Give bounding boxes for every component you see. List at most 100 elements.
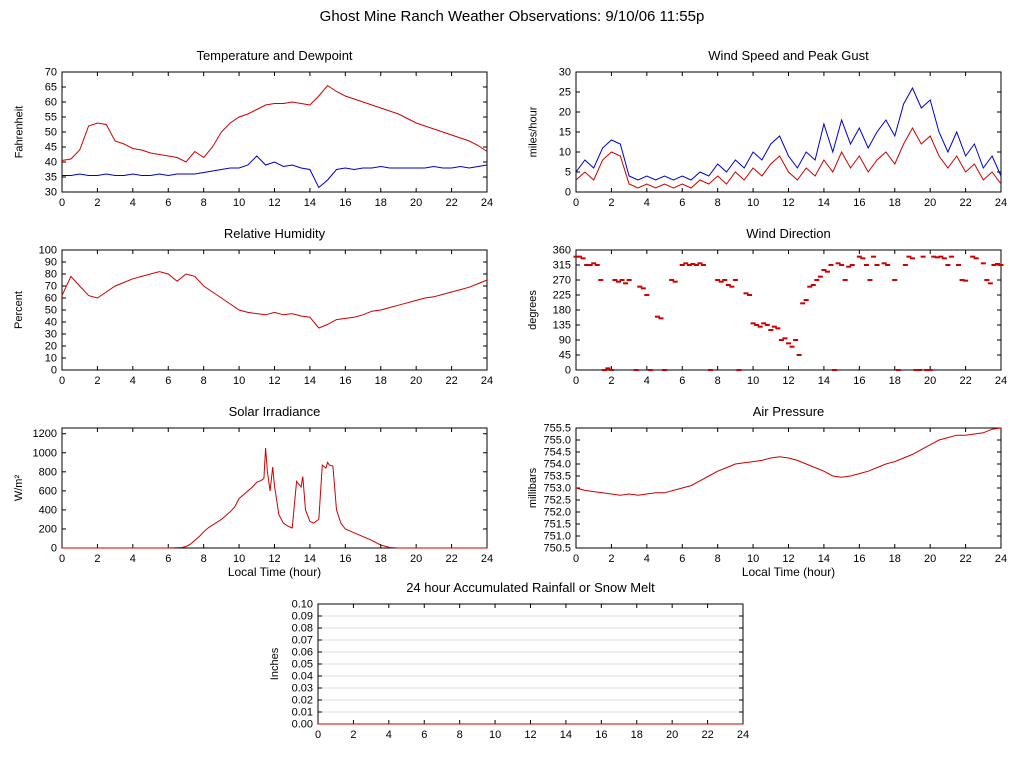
chart-title: Relative Humidity (223, 226, 326, 241)
x-axis-label: Local Time (hour) (227, 565, 322, 579)
svg-text:0: 0 (573, 553, 579, 565)
svg-text:8: 8 (201, 375, 207, 387)
svg-text:751.0: 751.0 (543, 531, 571, 543)
svg-text:0: 0 (573, 375, 579, 387)
svg-text:16: 16 (853, 197, 865, 209)
svg-text:12: 12 (268, 197, 280, 209)
svg-text:752.5: 752.5 (543, 495, 571, 507)
plot-area: 0 2 4 6 8 10 12 14 16 18 20 22 240459013518022527031… (553, 245, 1007, 388)
svg-text:40: 40 (45, 317, 57, 329)
svg-text:18: 18 (889, 375, 901, 387)
svg-text:0: 0 (59, 553, 65, 565)
svg-text:8: 8 (201, 553, 207, 565)
svg-text:2: 2 (608, 553, 614, 565)
svg-text:0.01: 0.01 (292, 707, 313, 719)
svg-text:0.08: 0.08 (292, 623, 313, 635)
svg-text:16: 16 (853, 553, 865, 565)
svg-text:0.06: 0.06 (292, 647, 313, 659)
svg-text:24: 24 (995, 375, 1007, 387)
svg-text:45: 45 (45, 142, 57, 154)
svg-text:4: 4 (130, 197, 136, 209)
svg-text:14: 14 (304, 197, 316, 209)
svg-text:20: 20 (924, 553, 936, 565)
svg-text:22: 22 (959, 553, 971, 565)
svg-text:5: 5 (565, 167, 571, 179)
svg-text:225: 225 (553, 290, 571, 302)
svg-text:0.00: 0.00 (292, 719, 313, 731)
svg-text:0.05: 0.05 (292, 659, 313, 671)
svg-text:90: 90 (45, 257, 57, 269)
chart-solar-irradiance: Solar Irradiance W/m² Local Time (hour) … (10, 402, 507, 588)
svg-text:4: 4 (386, 729, 392, 741)
svg-text:180: 180 (553, 305, 571, 317)
svg-text:754.5: 754.5 (543, 447, 571, 459)
chart-air-pressure: Air Pressure millibars Local Time (hour)… (524, 402, 1021, 588)
svg-text:25: 25 (559, 87, 571, 99)
svg-text:10: 10 (45, 353, 57, 365)
svg-text:8: 8 (715, 553, 721, 565)
svg-text:0: 0 (51, 543, 57, 555)
chart-title: Solar Irradiance (228, 404, 321, 419)
chart-title: Air Pressure (752, 404, 825, 419)
svg-text:2: 2 (94, 197, 100, 209)
svg-text:18: 18 (375, 553, 387, 565)
svg-text:135: 135 (553, 320, 571, 332)
svg-text:10: 10 (489, 729, 501, 741)
svg-text:24: 24 (737, 729, 749, 741)
chart-title: Wind Speed and Peak Gust (708, 48, 869, 63)
svg-text:50: 50 (45, 127, 57, 139)
svg-text:20: 20 (410, 197, 422, 209)
svg-text:1000: 1000 (33, 447, 57, 459)
svg-text:753.0: 753.0 (543, 483, 571, 495)
svg-text:6: 6 (165, 553, 171, 565)
svg-text:800: 800 (39, 466, 57, 478)
svg-text:4: 4 (644, 375, 650, 387)
svg-text:20: 20 (45, 341, 57, 353)
svg-text:2: 2 (94, 553, 100, 565)
chart-title: Wind Direction (746, 226, 831, 241)
svg-text:270: 270 (553, 275, 571, 287)
svg-text:22: 22 (445, 197, 457, 209)
svg-text:22: 22 (959, 375, 971, 387)
svg-text:10: 10 (747, 375, 759, 387)
svg-text:2: 2 (608, 197, 614, 209)
svg-text:18: 18 (375, 197, 387, 209)
svg-text:14: 14 (818, 375, 830, 387)
svg-text:12: 12 (524, 729, 536, 741)
svg-text:752.0: 752.0 (543, 507, 571, 519)
svg-text:22: 22 (959, 197, 971, 209)
svg-text:30: 30 (45, 187, 57, 199)
svg-text:10: 10 (747, 553, 759, 565)
chart-title: Temperature and Dewpoint (196, 48, 353, 63)
svg-text:65: 65 (45, 82, 57, 94)
svg-text:14: 14 (304, 375, 316, 387)
svg-text:10: 10 (747, 197, 759, 209)
svg-text:24: 24 (481, 553, 493, 565)
svg-text:16: 16 (595, 729, 607, 741)
svg-text:8: 8 (715, 375, 721, 387)
svg-text:10: 10 (233, 553, 245, 565)
svg-text:0.10: 0.10 (292, 599, 313, 611)
svg-text:751.5: 751.5 (543, 519, 571, 531)
svg-text:0: 0 (51, 365, 57, 377)
svg-text:0: 0 (59, 197, 65, 209)
svg-text:45: 45 (559, 350, 571, 362)
page-title: Ghost Mine Ranch Weather Observations: 9… (319, 8, 705, 25)
svg-text:755.0: 755.0 (543, 435, 571, 447)
svg-text:70: 70 (45, 281, 57, 293)
svg-text:2: 2 (608, 375, 614, 387)
svg-text:90: 90 (559, 335, 571, 347)
plot-area: 0 2 4 6 8 10 12 14 16 18 20 22 240102030405060708090… (39, 245, 493, 388)
svg-text:0: 0 (565, 365, 571, 377)
svg-text:6: 6 (165, 197, 171, 209)
svg-text:600: 600 (39, 485, 57, 497)
svg-text:18: 18 (889, 553, 901, 565)
svg-text:0.02: 0.02 (292, 695, 313, 707)
svg-text:18: 18 (889, 197, 901, 209)
svg-text:0: 0 (59, 375, 65, 387)
svg-text:0.03: 0.03 (292, 683, 313, 695)
svg-text:20: 20 (924, 375, 936, 387)
